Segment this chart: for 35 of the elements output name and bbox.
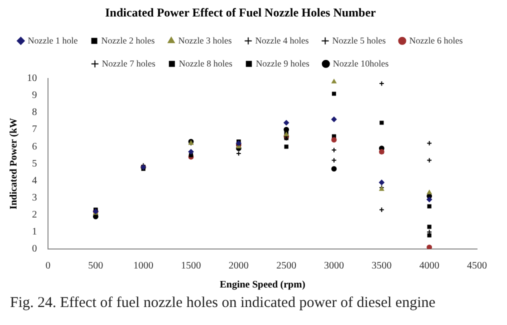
x-tick-label: 0 bbox=[46, 260, 50, 272]
x-tick-label: 2500 bbox=[276, 260, 296, 272]
x-tick-label: 3500 bbox=[372, 260, 392, 272]
y-tick-label: 3 bbox=[32, 192, 37, 204]
x-tick-label: 1000 bbox=[133, 260, 154, 272]
chart-title: Indicated Power Effect of Fuel Nozzle Holes Number bbox=[105, 5, 377, 20]
x-tick-label: 4000 bbox=[419, 260, 440, 272]
caption: Fig. 24. Effect of fuel nozzle holes on indicated power of diesel engine bbox=[10, 295, 436, 312]
legend-label: Nozzle 8 holes bbox=[178, 58, 233, 68]
y-axis-title: Indicated Power (kW bbox=[8, 118, 20, 210]
legend-label: Nozzle 4 holes bbox=[255, 35, 310, 46]
x-tick-label: 2000 bbox=[228, 260, 249, 272]
legend-label: Nozzle 7 holes bbox=[102, 58, 156, 68]
y-tick-label: 0 bbox=[32, 244, 37, 255]
y-tick-label: 4 bbox=[32, 175, 37, 186]
y-tick-label: 6 bbox=[32, 141, 37, 152]
legend-label: Nozzle 5 holes bbox=[332, 35, 386, 46]
legend-label: Nozzle 9 holes bbox=[256, 58, 310, 68]
x-axis-title: Engine Speed (rpm) bbox=[220, 280, 306, 291]
x-tick-label: 3000 bbox=[324, 260, 344, 272]
x-tick-label: 500 bbox=[88, 260, 104, 272]
y-tick-label: 9 bbox=[32, 90, 37, 102]
legend-label: Nozzle 2 holes bbox=[101, 35, 156, 46]
y-tick-label: 10 bbox=[27, 73, 37, 84]
y-tick-label: 5 bbox=[32, 158, 37, 170]
legend-label: Nozzle 6 holes bbox=[409, 35, 464, 46]
x-tick-label: 4500 bbox=[467, 260, 487, 272]
y-tick-label: 8 bbox=[32, 107, 37, 118]
legend-label: Nozzle 3 holes bbox=[178, 35, 232, 46]
y-tick-label: 7 bbox=[32, 124, 37, 136]
legend-label: Nozzle 10holes bbox=[332, 58, 390, 68]
y-tick-label: 1 bbox=[32, 226, 37, 238]
legend-label: Nozzle 1 hole bbox=[28, 35, 78, 46]
x-tick-label: 1500 bbox=[181, 260, 201, 272]
y-tick-label: 2 bbox=[32, 210, 37, 221]
